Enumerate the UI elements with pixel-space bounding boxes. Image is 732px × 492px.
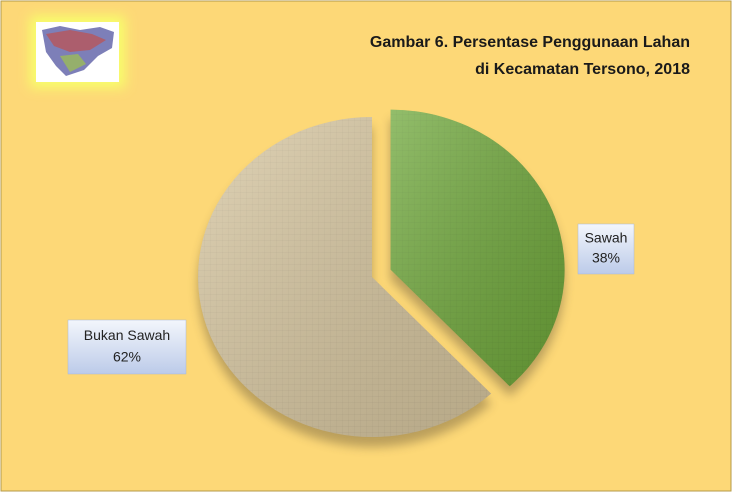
chart-title: Gambar 6. Persentase Penggunaan Lahan xyxy=(370,34,690,51)
label-value: 62% xyxy=(113,349,141,365)
label-category: Sawah xyxy=(585,230,628,246)
label-category: Bukan Sawah xyxy=(84,327,170,343)
chart-title: di Kecamatan Tersono, 2018 xyxy=(475,61,690,78)
chart: Gambar 6. Persentase Penggunaan Lahan di… xyxy=(0,0,732,492)
map-thumbnail xyxy=(30,16,125,88)
label-value: 38% xyxy=(592,250,620,266)
